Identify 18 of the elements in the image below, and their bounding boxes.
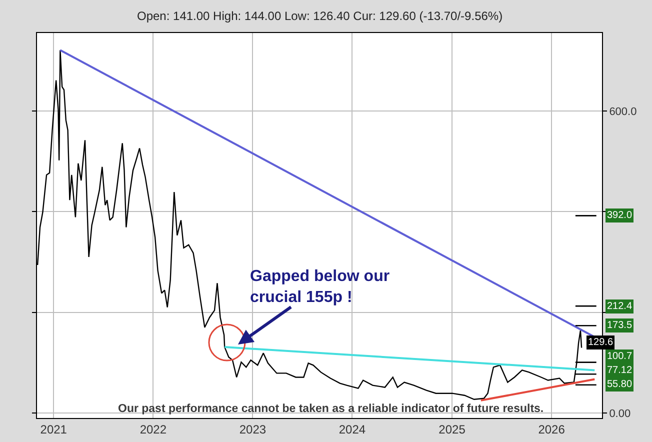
ref-line-label: 173.5 bbox=[607, 320, 632, 331]
x-tick-label: 2022 bbox=[140, 422, 167, 436]
x-tick-label: 2023 bbox=[239, 422, 266, 436]
annotation: Our past performance cannot be taken as a reliable indicator of future results. bbox=[118, 403, 544, 415]
x-tick-label: 2021 bbox=[40, 422, 68, 436]
x-tick-label: 2025 bbox=[438, 422, 466, 436]
ref-line-label: 392.0 bbox=[607, 210, 632, 221]
data-label: 129.6 bbox=[588, 337, 614, 348]
y-tick-label: 600.0 bbox=[609, 106, 637, 118]
ref-line-label: 100.7 bbox=[607, 351, 632, 362]
ref-line-label: 55.80 bbox=[607, 379, 632, 390]
ref-line-label: 77.12 bbox=[607, 365, 632, 376]
annotation: Gapped below our crucial 155p ! bbox=[250, 268, 390, 306]
y-tick-label: 0.00 bbox=[609, 408, 631, 420]
chart-subtitle: Open: 141.00 High: 144.00 Low: 126.40 Cur: 129.60 (-13.70/-9.56%) bbox=[137, 9, 503, 23]
ref-line-label: 212.4 bbox=[607, 301, 632, 312]
x-tick-label: 2024 bbox=[338, 422, 366, 436]
x-tick-label: 2026 bbox=[538, 422, 566, 436]
